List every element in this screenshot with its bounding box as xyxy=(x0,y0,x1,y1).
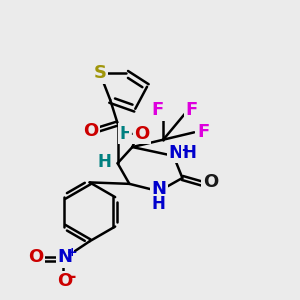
Text: +: + xyxy=(67,246,77,259)
Text: N: N xyxy=(168,144,183,162)
Text: F: F xyxy=(151,101,164,119)
Text: O: O xyxy=(57,272,72,290)
Text: O: O xyxy=(134,125,150,143)
Text: O: O xyxy=(83,122,99,140)
Text: H: H xyxy=(183,144,197,162)
Text: F: F xyxy=(185,101,197,119)
Text: O: O xyxy=(203,173,218,191)
Text: N: N xyxy=(151,180,166,198)
Text: O: O xyxy=(28,248,44,266)
Text: -: - xyxy=(182,142,188,157)
Text: H: H xyxy=(119,125,134,143)
Text: N: N xyxy=(57,248,72,266)
Text: H: H xyxy=(98,153,111,171)
Text: -: - xyxy=(130,125,137,143)
Text: H: H xyxy=(152,196,166,214)
Text: S: S xyxy=(93,64,106,82)
Text: F: F xyxy=(197,123,209,141)
Text: -: - xyxy=(69,268,76,286)
